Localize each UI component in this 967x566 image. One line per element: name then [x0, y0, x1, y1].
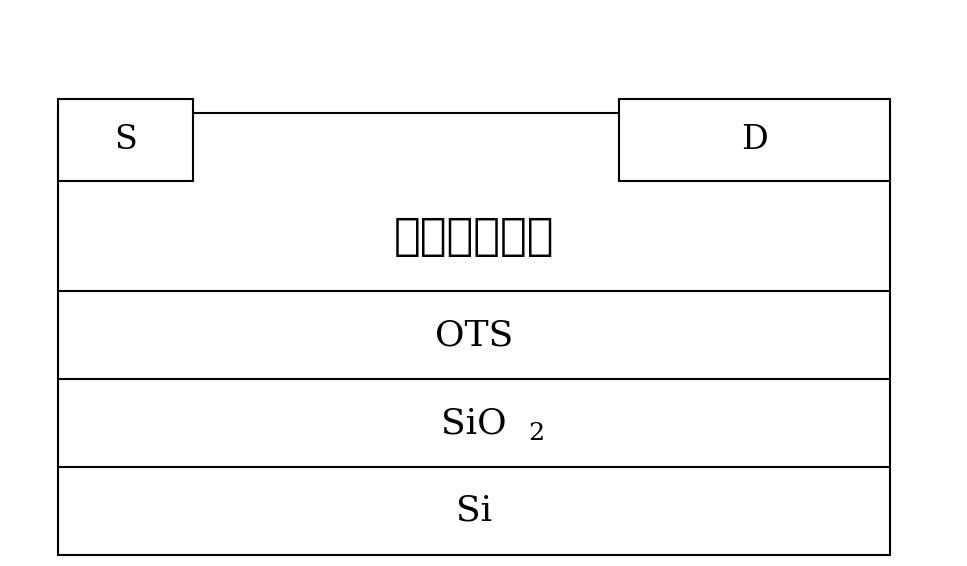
- Text: Si: Si: [455, 494, 492, 528]
- Bar: [58, 113, 890, 555]
- Bar: [58, 99, 193, 181]
- Text: 有机半导体层: 有机半导体层: [394, 215, 554, 258]
- Text: OTS: OTS: [435, 318, 513, 353]
- Bar: [619, 99, 890, 181]
- Text: D: D: [741, 124, 768, 156]
- Text: SiO: SiO: [441, 406, 507, 440]
- Text: 2: 2: [529, 422, 544, 445]
- Text: S: S: [114, 124, 137, 156]
